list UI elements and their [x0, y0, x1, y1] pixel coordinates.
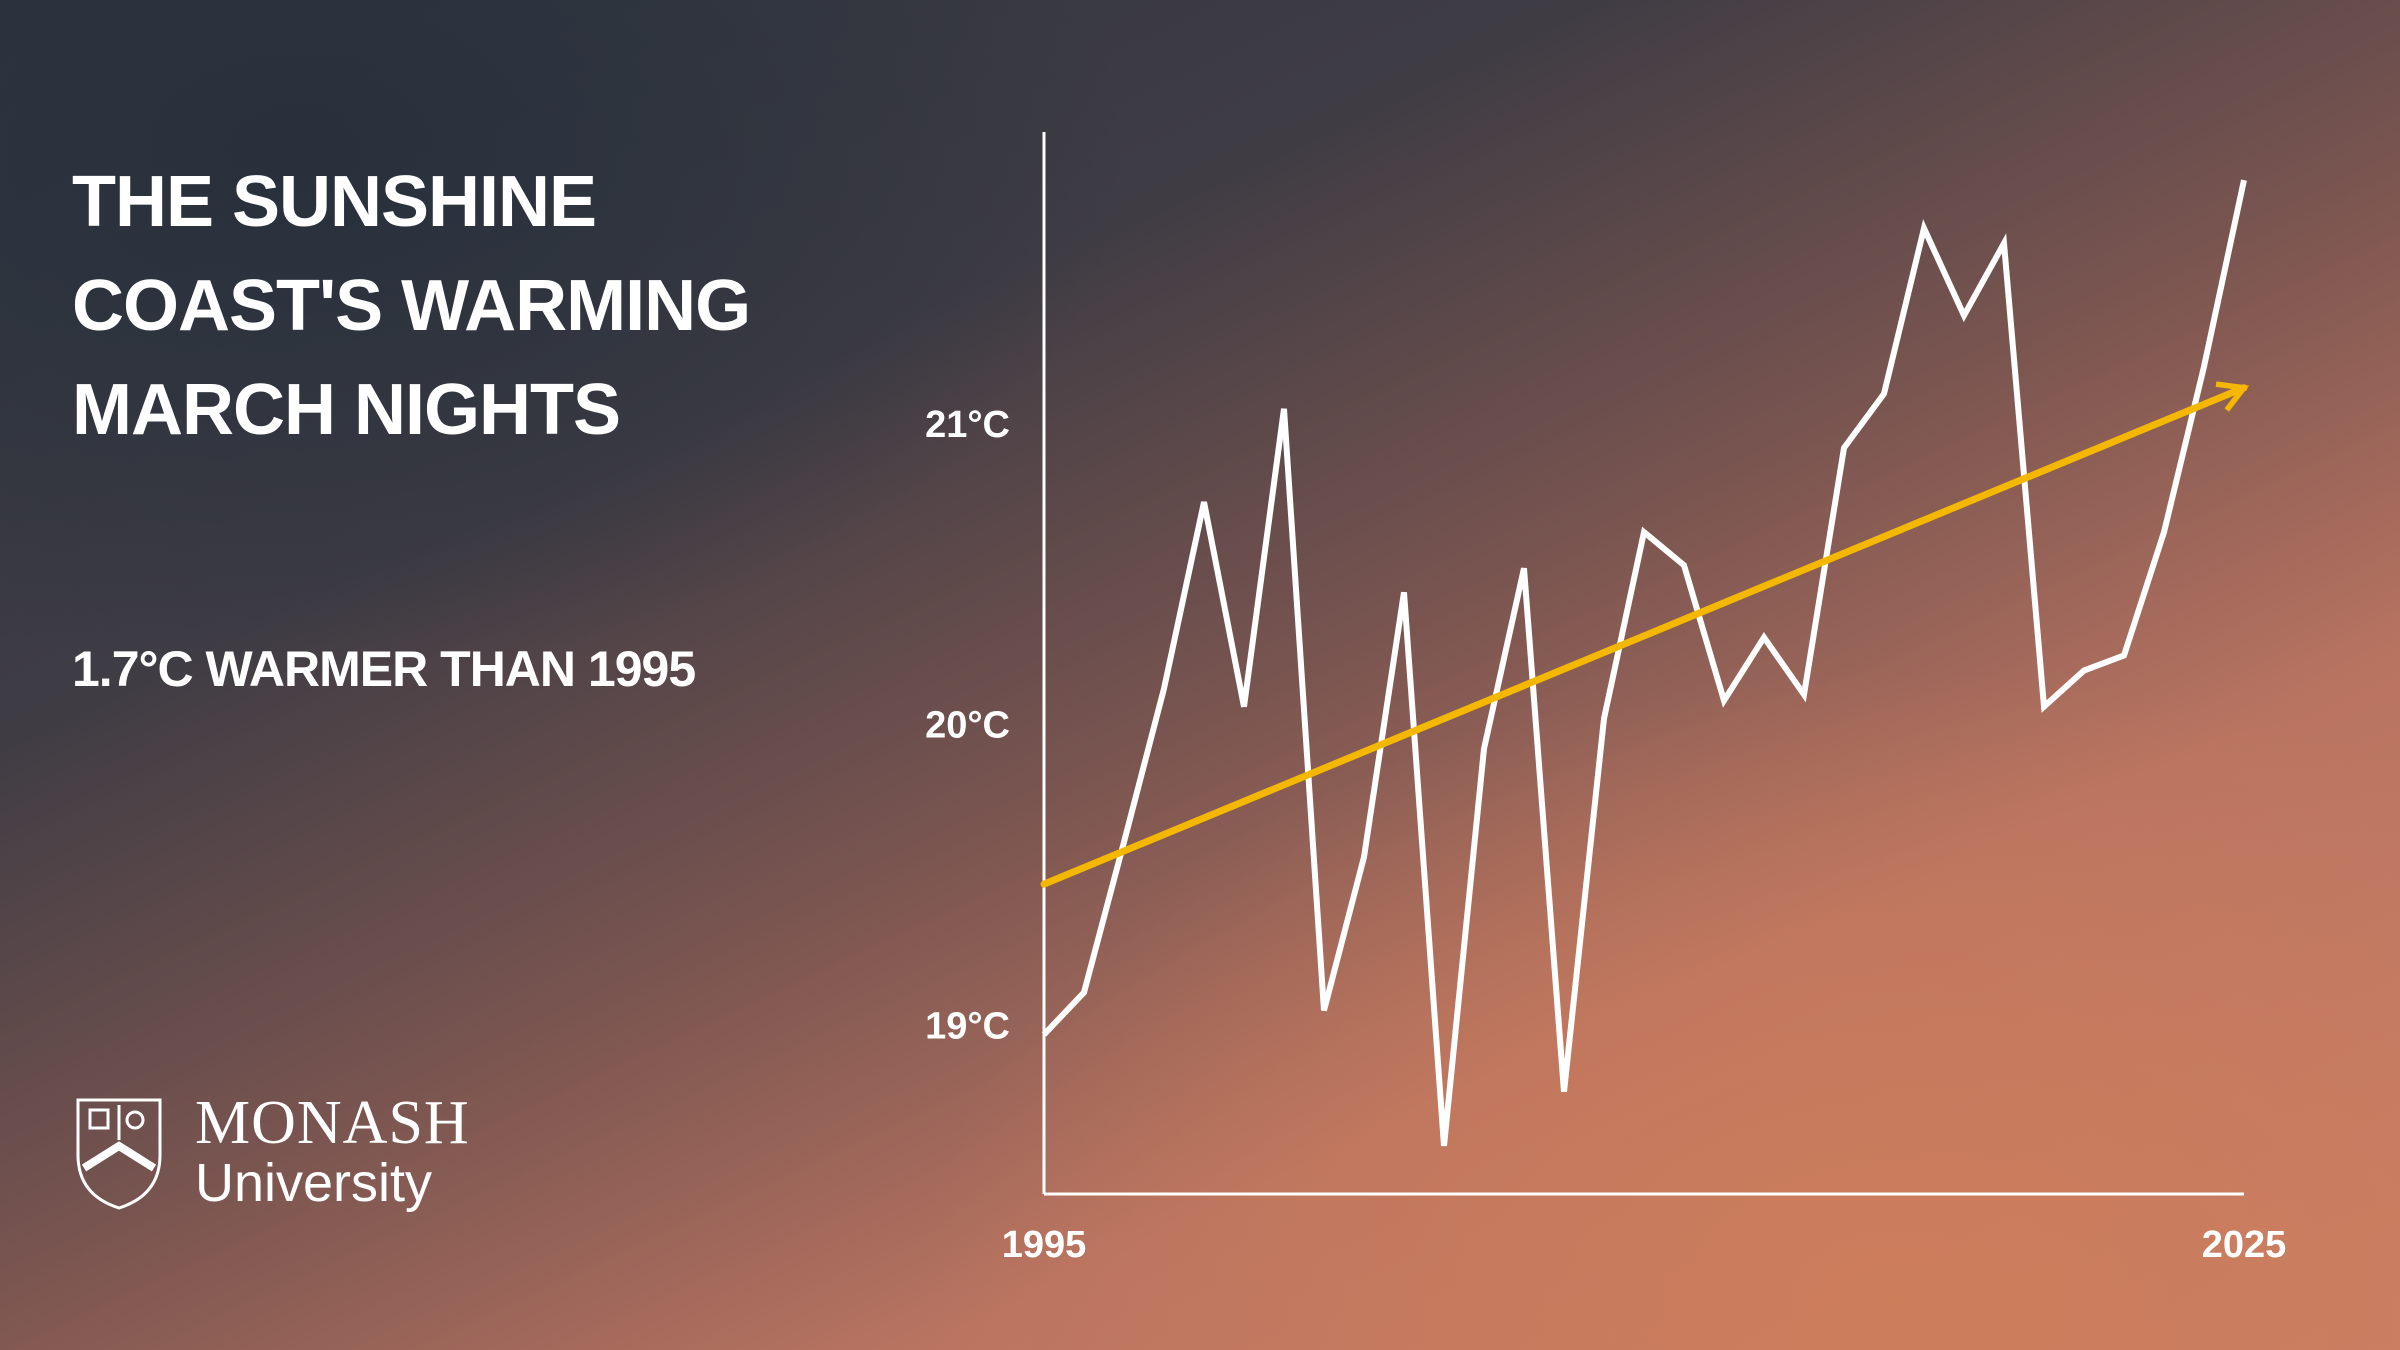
temperature-line [1041, 179, 2247, 1147]
y-tick-label: 20°C [925, 705, 1010, 747]
y-tick-label: 21°C [925, 404, 1010, 446]
logo-shield [76, 1098, 162, 1210]
x-tick-label: 1995 [1002, 1224, 1087, 1266]
chart-subtitle: 1.7°C WARMER THAN 1995 [72, 641, 696, 697]
chart-title: THE SUNSHINE COAST'S WARMING MARCH NIGHT… [72, 162, 751, 450]
y-tick-label: 19°C [925, 1006, 1010, 1048]
trend-arrow [1040, 381, 2250, 888]
logo-sub: University [195, 1153, 433, 1213]
x-tick-label: 2025 [2202, 1224, 2287, 1266]
logo-name: MONASH [195, 1089, 470, 1157]
